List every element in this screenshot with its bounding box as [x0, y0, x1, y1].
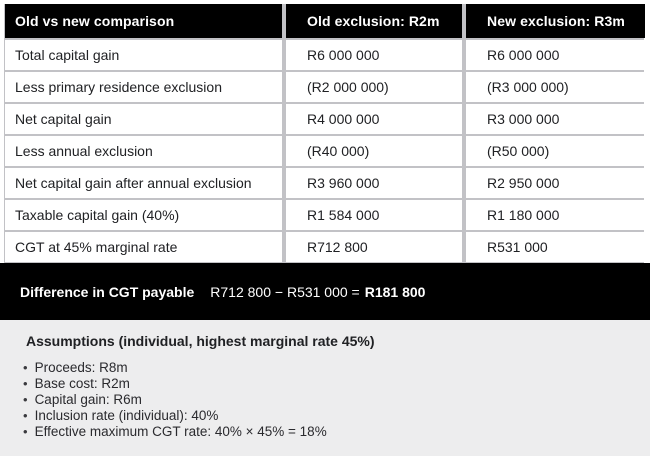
old-value-cgt-at-marginal-rate: R712 800 [286, 232, 462, 262]
old-value-primary-residence-exclusion: (R2 000 000) [286, 72, 462, 102]
assumptions-title: Assumptions (individual, highest margina… [26, 333, 375, 349]
row-label-cgt-at-marginal-rate: CGT at 45% marginal rate [5, 232, 282, 262]
assumption-item-capital-gain: Capital gain: R6m [23, 392, 630, 408]
new-value-cgt-at-marginal-rate: R531 000 [466, 232, 645, 262]
table-header-old-exclusion: Old exclusion: R2m [286, 4, 462, 38]
row-label-net-capital-gain: Net capital gain [5, 104, 282, 134]
comparison-table: Old vs new comparison Old exclusion: R2m… [4, 4, 645, 263]
row-label-annual-exclusion: Less annual exclusion [5, 136, 282, 166]
old-value-taxable-capital-gain: R1 584 000 [286, 200, 462, 230]
row-label-taxable-capital-gain: Taxable capital gain (40%) [5, 200, 282, 230]
table-header-comparison: Old vs new comparison [5, 4, 282, 38]
row-label-net-gain-after-annual-exclusion: Net capital gain after annual exclusion [5, 168, 282, 198]
assumption-item-effective-rate: Effective maximum CGT rate: 40% × 45% = … [23, 424, 630, 440]
old-value-annual-exclusion: (R40 000) [286, 136, 462, 166]
new-value-annual-exclusion: (R50 000) [466, 136, 645, 166]
new-value-net-gain-after-annual-exclusion: R2 950 000 [466, 168, 645, 198]
difference-result: R181 800 [364, 283, 426, 300]
assumptions-panel: Assumptions (individual, highest margina… [0, 320, 650, 456]
difference-calculation: R712 800 − R531 000 = [210, 283, 360, 300]
assumption-item-base-cost: Base cost: R2m [23, 376, 630, 392]
row-label-total-capital-gain: Total capital gain [5, 40, 282, 70]
assumptions-list: Proceeds: R8m Base cost: R2m Capital gai… [23, 360, 630, 440]
table-header-new-exclusion: New exclusion: R3m [466, 4, 645, 38]
new-value-primary-residence-exclusion: (R3 000 000) [466, 72, 645, 102]
new-value-net-capital-gain: R3 000 000 [466, 104, 645, 134]
old-value-total-capital-gain: R6 000 000 [286, 40, 462, 70]
new-value-total-capital-gain: R6 000 000 [466, 40, 645, 70]
assumption-item-inclusion-rate: Inclusion rate (individual): 40% [23, 408, 630, 424]
difference-bar: Difference in CGT payable R712 800 − R53… [0, 263, 650, 320]
old-value-net-gain-after-annual-exclusion: R3 960 000 [286, 168, 462, 198]
difference-label: Difference in CGT payable [20, 283, 195, 300]
old-value-net-capital-gain: R4 000 000 [286, 104, 462, 134]
new-value-taxable-capital-gain: R1 180 000 [466, 200, 645, 230]
assumption-item-proceeds: Proceeds: R8m [23, 360, 630, 376]
row-label-primary-residence-exclusion: Less primary residence exclusion [5, 72, 282, 102]
